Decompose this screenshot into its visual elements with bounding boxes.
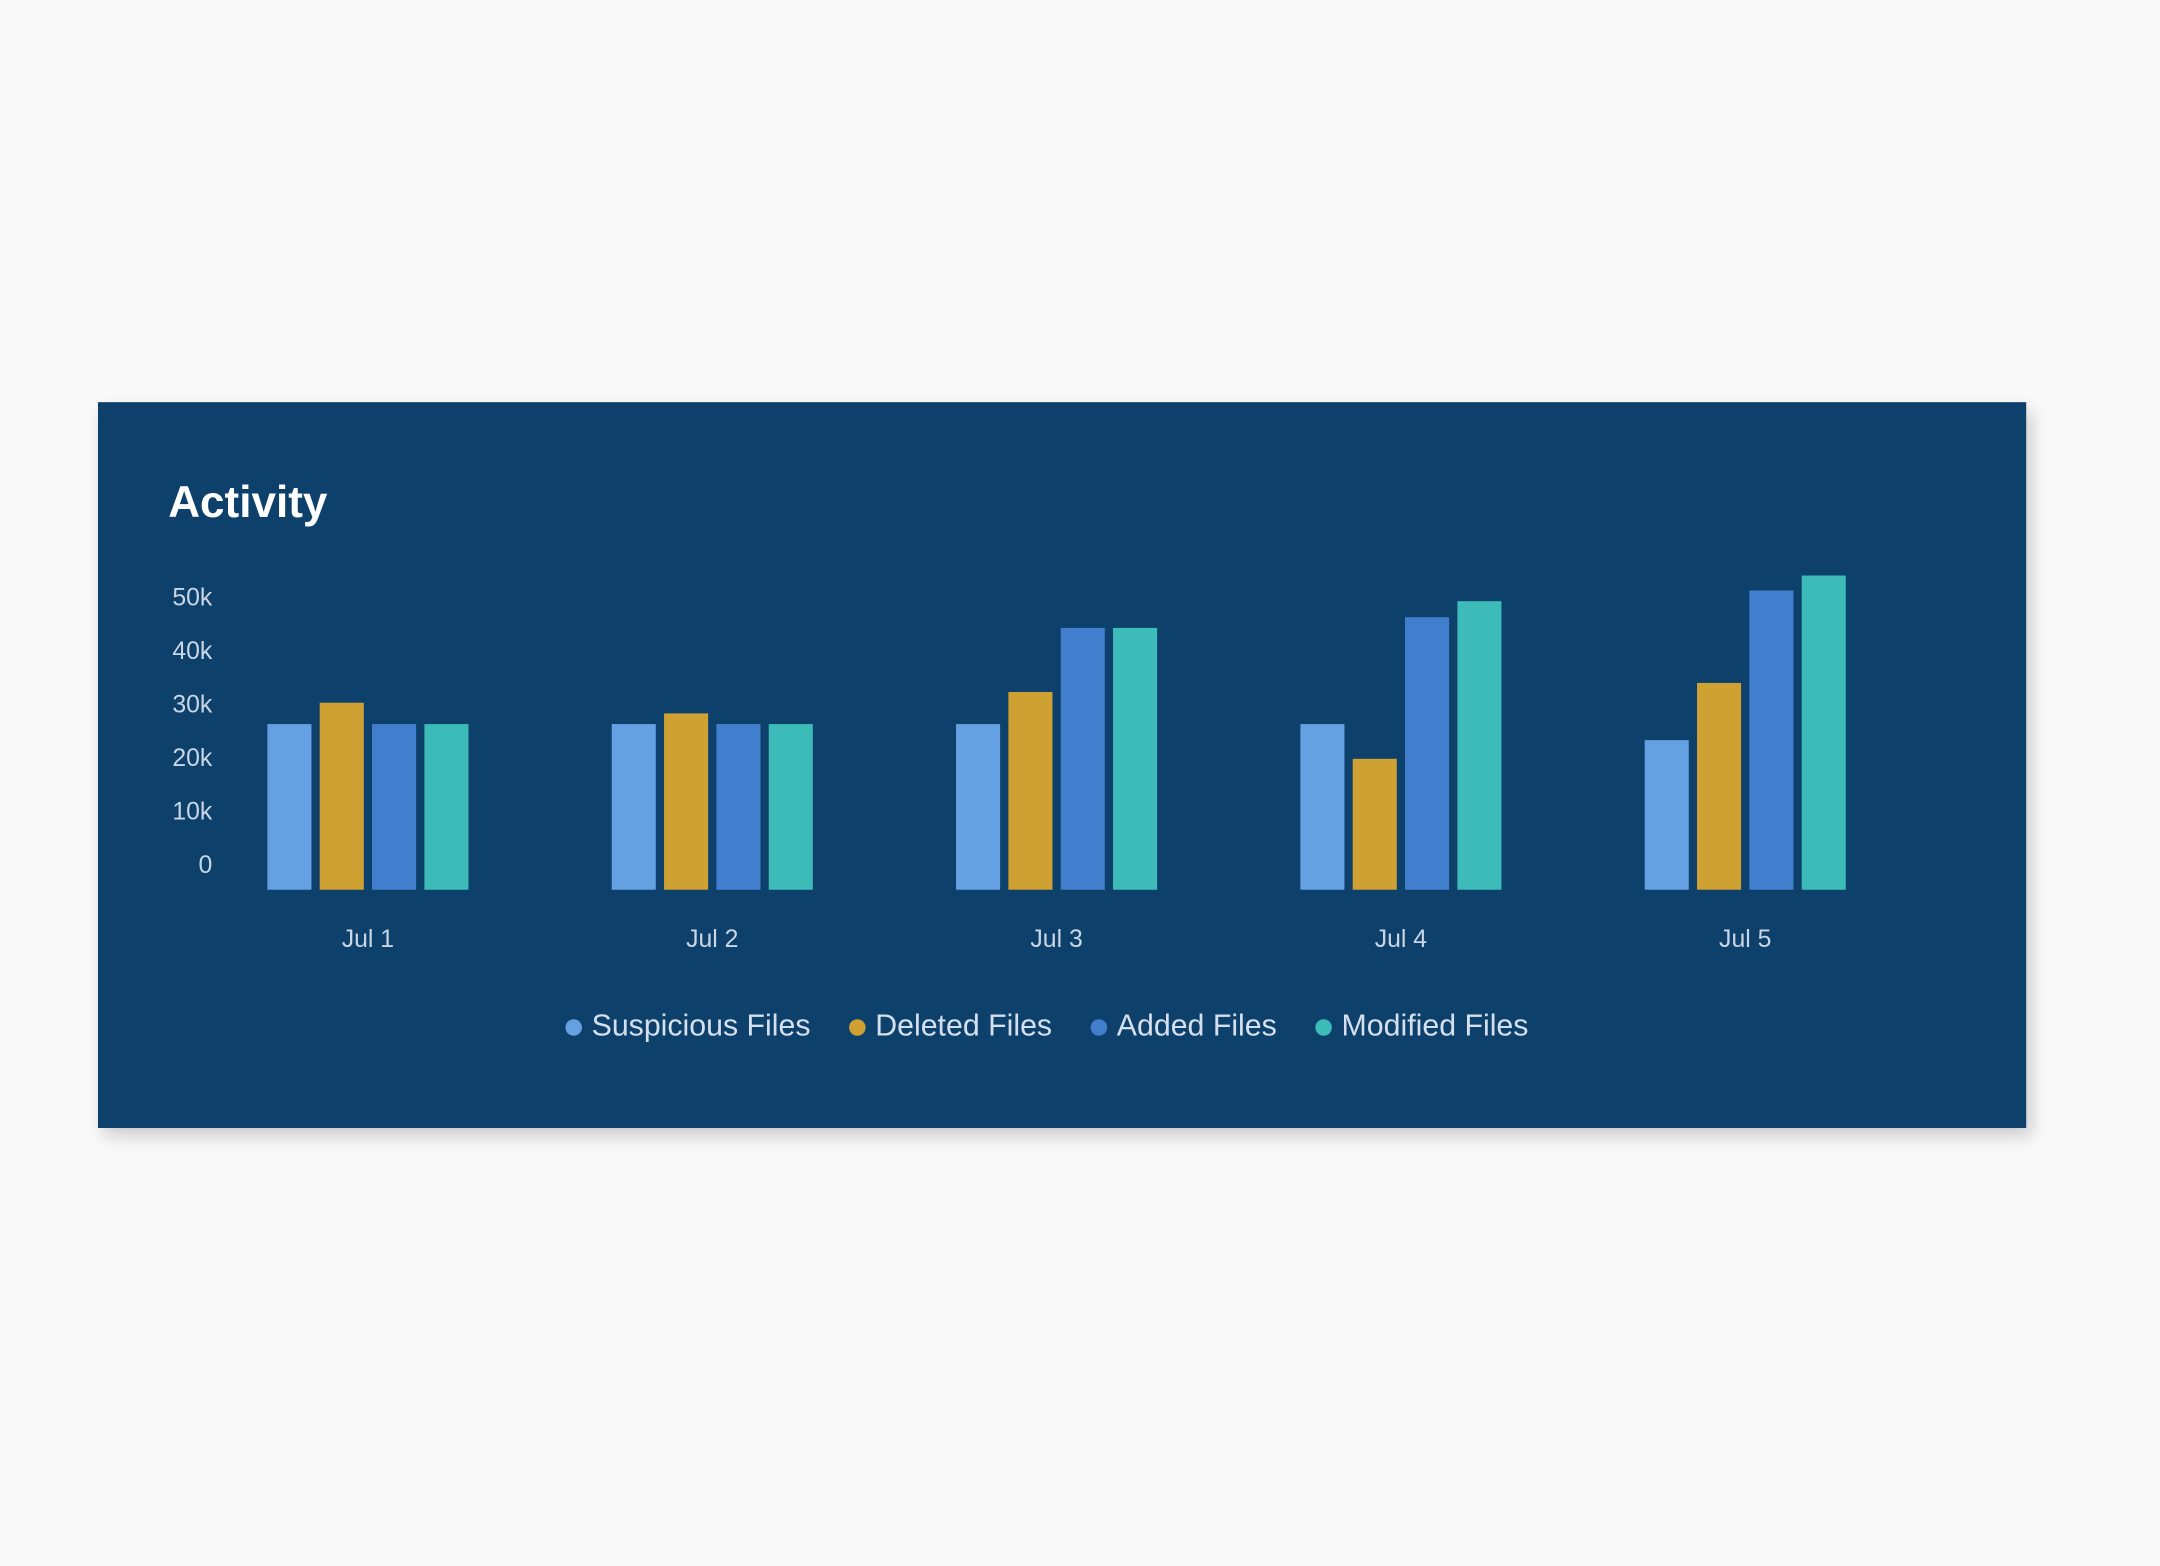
bar bbox=[956, 724, 1001, 890]
y-tick-label: 30k bbox=[172, 692, 213, 719]
bar bbox=[1749, 590, 1794, 890]
y-tick-label: 10k bbox=[172, 798, 213, 825]
x-tick-label: Jul 4 bbox=[1375, 926, 1428, 953]
legend-marker bbox=[1315, 1019, 1332, 1036]
bar bbox=[1644, 740, 1689, 890]
bar bbox=[267, 724, 312, 890]
legend-marker bbox=[565, 1019, 582, 1036]
x-tick-label: Jul 5 bbox=[1719, 926, 1771, 953]
bar bbox=[611, 724, 656, 890]
y-tick-label: 20k bbox=[172, 745, 213, 772]
x-tick-label: Jul 1 bbox=[342, 926, 394, 953]
chart-title: Activity bbox=[168, 478, 328, 527]
bar bbox=[1060, 627, 1105, 890]
bar bbox=[319, 702, 364, 890]
bar bbox=[372, 724, 417, 890]
bar bbox=[1801, 575, 1846, 890]
bar bbox=[1457, 601, 1502, 890]
x-tick-label: Jul 3 bbox=[1030, 926, 1082, 953]
bar bbox=[1405, 617, 1450, 890]
bar bbox=[664, 713, 709, 890]
legend-label: Modified Files bbox=[1342, 1009, 1529, 1042]
y-tick-label: 40k bbox=[172, 638, 213, 665]
legend-label: Deleted Files bbox=[875, 1009, 1052, 1042]
bar bbox=[424, 724, 469, 890]
bar bbox=[1352, 758, 1397, 890]
legend-label: Added Files bbox=[1117, 1009, 1277, 1042]
bar bbox=[768, 724, 813, 890]
bar bbox=[1697, 682, 1742, 890]
legend-marker bbox=[849, 1019, 866, 1036]
y-tick-label: 0 bbox=[198, 852, 212, 879]
bar bbox=[716, 724, 761, 890]
bar bbox=[1300, 724, 1345, 890]
legend-label: Suspicious Files bbox=[592, 1009, 811, 1042]
x-tick-label: Jul 2 bbox=[686, 926, 738, 953]
legend-marker bbox=[1090, 1019, 1108, 1036]
bar bbox=[1008, 692, 1053, 890]
bar bbox=[1113, 627, 1158, 890]
y-tick-label: 50k bbox=[172, 585, 213, 612]
